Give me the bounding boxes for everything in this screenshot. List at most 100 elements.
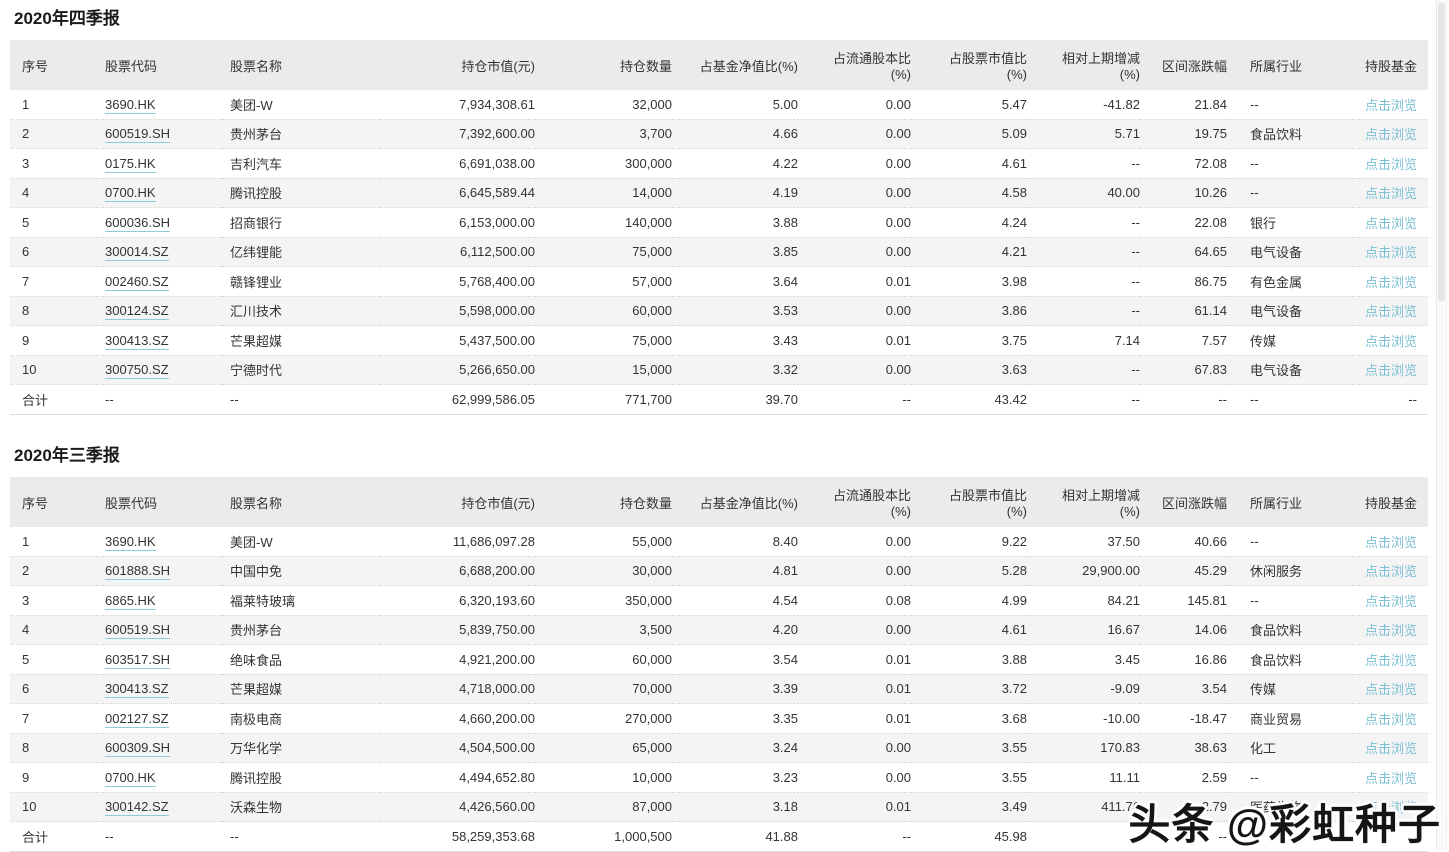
view-funds-link[interactable]: 点击浏览	[1364, 215, 1417, 231]
view-funds-link[interactable]: 点击浏览	[1364, 156, 1417, 172]
scrollbar[interactable]	[1436, 0, 1447, 850]
scrollbar-thumb[interactable]	[1438, 2, 1445, 302]
cell-change-pct: 411.76	[1027, 792, 1140, 822]
stock-code-link[interactable]: 6865.HK	[105, 592, 156, 610]
stock-code-link[interactable]: 300014.SZ	[105, 244, 169, 262]
cell-change-pct: 16.67	[1027, 615, 1140, 645]
stock-code-link[interactable]: 600309.SH	[105, 740, 171, 758]
cell-nav-pct: 3.23	[672, 762, 798, 793]
cell-mcap-pct: 5.09	[911, 119, 1027, 149]
cell-mcap-pct: 3.68	[911, 703, 1027, 734]
stock-code-link[interactable]: 0700.HK	[105, 769, 156, 787]
col-header-code: 股票代码	[97, 40, 222, 90]
cell-stock-name: 芒果超媒	[222, 674, 380, 704]
view-funds-link[interactable]: 点击浏览	[1364, 593, 1417, 609]
cell-float-pct: 0.00	[798, 178, 911, 208]
view-funds-link[interactable]: 点击浏览	[1364, 274, 1417, 290]
cell-market-value: 5,266,650.00	[380, 355, 535, 385]
cell-range-pct: 14.06	[1140, 615, 1227, 645]
cell-float-pct: 0.00	[798, 527, 911, 557]
cell-quantity: 350,000	[535, 585, 672, 616]
stock-code-link[interactable]: 601888.SH	[105, 563, 171, 581]
view-funds-link[interactable]: 点击浏览	[1364, 186, 1417, 202]
cell-mcap-pct: 4.61	[911, 148, 1027, 179]
view-funds-link[interactable]: 点击浏览	[1364, 711, 1417, 727]
stock-code-link[interactable]: 600519.SH	[105, 622, 171, 640]
stock-code-link[interactable]: 600036.SH	[105, 214, 171, 232]
cell-market-value: 5,437,500.00	[380, 325, 535, 356]
cell-nav-pct: 41.88	[672, 821, 798, 852]
cell-mcap-pct: 3.49	[911, 792, 1027, 822]
view-funds-link[interactable]: 点击浏览	[1364, 682, 1417, 698]
stock-code-link[interactable]: 600519.SH	[105, 126, 171, 144]
view-funds-link[interactable]: 点击浏览	[1364, 534, 1417, 550]
stock-code-link[interactable]: 3690.HK	[105, 533, 156, 551]
cell-mcap-pct: 3.55	[911, 733, 1027, 763]
cell-change-pct: --	[1027, 821, 1140, 852]
cell-stock-code: 600519.SH	[97, 615, 222, 645]
cell-quantity: 10,000	[535, 762, 672, 793]
stock-code-link[interactable]: 300413.SZ	[105, 681, 169, 699]
view-funds-link[interactable]: 点击浏览	[1364, 741, 1417, 757]
stock-code-link[interactable]: 603517.SH	[105, 651, 171, 669]
stock-code-link[interactable]: 300413.SZ	[105, 332, 169, 350]
cell-seq: 3	[10, 585, 97, 616]
view-funds-link[interactable]: 点击浏览	[1364, 127, 1417, 143]
cell-quantity: 14,000	[535, 178, 672, 208]
view-funds-link[interactable]: 点击浏览	[1364, 304, 1417, 320]
stock-code-link[interactable]: 0700.HK	[105, 185, 156, 203]
cell-change-pct: 170.83	[1027, 733, 1140, 763]
cell-seq: 4	[10, 178, 97, 208]
cell-view-funds: 点击浏览	[1352, 703, 1428, 734]
col-header-industry: 所属行业	[1227, 477, 1352, 527]
view-funds-link[interactable]: 点击浏览	[1364, 245, 1417, 261]
view-funds-link[interactable]: 点击浏览	[1364, 800, 1417, 816]
table-row: 6 300413.SZ 芒果超媒 4,718,000.00 70,000 3.3…	[10, 674, 1428, 704]
view-funds-link[interactable]: 点击浏览	[1364, 652, 1417, 668]
col-header-seq: 序号	[10, 477, 97, 527]
view-funds-link[interactable]: 点击浏览	[1364, 333, 1417, 349]
view-funds-link[interactable]: 点击浏览	[1364, 363, 1417, 379]
view-funds-link[interactable]: 点击浏览	[1364, 97, 1417, 113]
stock-code-link[interactable]: 002127.SZ	[105, 710, 169, 728]
cell-mcap-pct: 45.98	[911, 821, 1027, 852]
cell-stock-code: 600309.SH	[97, 733, 222, 763]
stock-code-link[interactable]: 0175.HK	[105, 155, 156, 173]
cell-market-value: 4,426,560.00	[380, 792, 535, 822]
cell-mcap-pct: 5.28	[911, 556, 1027, 586]
col-header-seq: 序号	[10, 40, 97, 90]
cell-view-funds: 点击浏览	[1352, 148, 1428, 179]
view-funds-link[interactable]: 点击浏览	[1364, 564, 1417, 580]
table-body-q3: 1 3690.HK 美团-W 11,686,097.28 55,000 8.40…	[10, 527, 1428, 822]
view-funds-link[interactable]: 点击浏览	[1364, 770, 1417, 786]
cell-view-funds: 点击浏览	[1352, 527, 1428, 557]
cell-view-funds: 点击浏览	[1352, 325, 1428, 356]
table-row: 4 0700.HK 腾讯控股 6,645,589.44 14,000 4.19 …	[10, 178, 1428, 208]
cell-float-pct: 0.00	[798, 762, 911, 793]
cell-float-pct: 0.01	[798, 644, 911, 675]
cell-stock-name: --	[222, 821, 380, 852]
stock-code-link[interactable]: 300124.SZ	[105, 303, 169, 321]
cell-stock-code: 6865.HK	[97, 585, 222, 616]
cell-industry: 食品饮料	[1227, 644, 1352, 675]
cell-market-value: 6,112,500.00	[380, 237, 535, 267]
cell-range-pct: 3.54	[1140, 674, 1227, 704]
cell-view-funds: 点击浏览	[1352, 615, 1428, 645]
cell-range-pct: 40.66	[1140, 527, 1227, 557]
col-header-mv: 持仓市值(元)	[380, 40, 535, 90]
cell-nav-pct: 3.32	[672, 355, 798, 385]
section-title-q4: 2020年四季报	[14, 9, 120, 28]
view-funds-link[interactable]: 点击浏览	[1364, 623, 1417, 639]
stock-code-link[interactable]: 300142.SZ	[105, 799, 169, 817]
stock-code-link[interactable]: 3690.HK	[105, 96, 156, 114]
cell-view-funds: 点击浏览	[1352, 90, 1428, 120]
cell-market-value: 4,660,200.00	[380, 703, 535, 734]
cell-view-funds: 点击浏览	[1352, 792, 1428, 822]
cell-nav-pct: 3.53	[672, 296, 798, 326]
stock-code-link[interactable]: 002460.SZ	[105, 273, 169, 291]
stock-code-link[interactable]: 300750.SZ	[105, 362, 169, 380]
table-row: 10 300142.SZ 沃森生物 4,426,560.00 87,000 3.…	[10, 792, 1428, 822]
cell-float-pct: 0.00	[798, 296, 911, 326]
cell-mcap-pct: 4.99	[911, 585, 1027, 616]
cell-stock-name: 芒果超媒	[222, 325, 380, 356]
